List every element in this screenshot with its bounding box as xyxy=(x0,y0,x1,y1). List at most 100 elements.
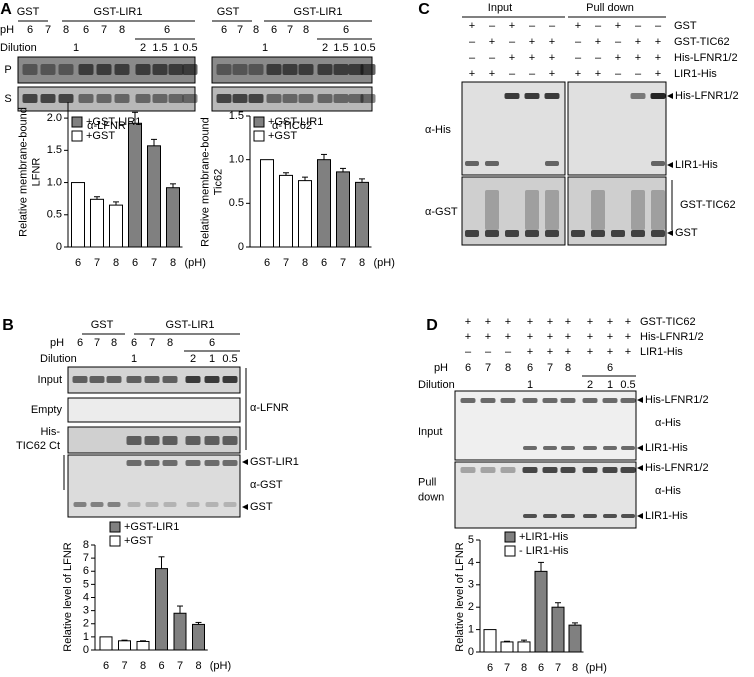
dilution-value: 0.5 xyxy=(620,379,635,391)
antibody-label: α-LFNR xyxy=(87,120,126,132)
arrow xyxy=(667,162,673,168)
dilution-value: 0.5 xyxy=(182,42,197,54)
bar xyxy=(483,629,497,653)
sign: + xyxy=(547,346,553,358)
band xyxy=(545,190,559,230)
sign: + xyxy=(565,331,571,343)
row-label: Input xyxy=(418,426,442,438)
band xyxy=(144,436,160,445)
x-tick-label: 8 xyxy=(170,257,176,269)
band xyxy=(127,502,141,507)
sign: + xyxy=(607,346,613,358)
legend-swatch xyxy=(71,116,83,128)
row-label: LIR1-His xyxy=(640,346,683,358)
sign: + xyxy=(509,52,515,64)
band xyxy=(185,460,201,466)
x-tick-label: 7 xyxy=(555,662,561,674)
y-tick-label: 0 xyxy=(468,646,474,658)
x-axis-label: (pH) xyxy=(185,257,206,269)
x-tick-label: 8 xyxy=(113,257,119,269)
band xyxy=(571,230,585,237)
dilution-label: Dilution xyxy=(40,353,77,365)
y-tick-label: 1 xyxy=(468,624,474,636)
ph-value: 6 xyxy=(164,24,170,36)
y-tick-label: 5 xyxy=(468,534,474,546)
band xyxy=(602,467,618,473)
band xyxy=(162,436,178,445)
sign: + xyxy=(509,20,515,32)
y-tick-label: 6 xyxy=(83,565,89,577)
dilution-value: 0.5 xyxy=(360,42,375,54)
band xyxy=(248,94,264,103)
arrow xyxy=(667,93,673,99)
y-tick-label: 4 xyxy=(468,556,474,568)
sign: + xyxy=(587,316,593,328)
band xyxy=(40,64,56,75)
ph-value: 8 xyxy=(565,362,571,374)
bar xyxy=(355,181,369,248)
sign: + xyxy=(485,316,491,328)
band xyxy=(107,502,121,507)
band xyxy=(126,436,142,445)
band xyxy=(182,64,198,75)
x-tick-label: 7 xyxy=(340,257,346,269)
sign: + xyxy=(655,36,661,48)
dilution-value: 1 xyxy=(209,353,215,365)
y-axis-label: Relative membrane-boundLFNR xyxy=(17,107,42,237)
row-label: His- TIC62 Ct xyxy=(16,426,60,452)
antibody-label: α-His xyxy=(655,485,681,497)
sign: + xyxy=(527,331,533,343)
band xyxy=(204,460,220,466)
band xyxy=(582,398,598,403)
legend-swatch xyxy=(504,531,516,543)
ph-value: 6 xyxy=(465,362,471,374)
band xyxy=(298,94,314,103)
row-label: His-LFNR1/2 xyxy=(640,331,704,343)
group-label: GST xyxy=(91,319,114,331)
row-label: His-LFNR1/2 xyxy=(674,52,738,64)
y-axis-label-line: Tic62 xyxy=(212,169,224,196)
bar xyxy=(500,641,514,653)
ph-value: 7 xyxy=(94,337,100,349)
sign: – xyxy=(465,346,472,358)
y-tick-label: 7 xyxy=(83,552,89,564)
band xyxy=(114,94,130,103)
band xyxy=(465,161,479,166)
row-label: LIR1-His xyxy=(674,68,717,80)
sign: + xyxy=(469,20,475,32)
band xyxy=(591,190,605,230)
band xyxy=(543,514,557,518)
sign: – xyxy=(575,36,582,48)
legend-label: - LIR1-His xyxy=(519,545,569,557)
sign: + xyxy=(549,36,555,48)
sign: + xyxy=(527,316,533,328)
sign: – xyxy=(489,20,496,32)
dilution-value: 1.5 xyxy=(333,42,348,54)
x-tick-label: 7 xyxy=(283,257,289,269)
x-tick-label: 6 xyxy=(132,257,138,269)
x-tick-label: 8 xyxy=(359,257,365,269)
band xyxy=(545,230,559,237)
ph-value: 8 xyxy=(303,24,309,36)
antibody-label: α-GST xyxy=(250,479,283,491)
sign: + xyxy=(655,52,661,64)
y-tick-label: 8 xyxy=(83,539,89,551)
row-label: P xyxy=(4,64,11,76)
band xyxy=(266,94,282,103)
ph-label: pH xyxy=(0,24,14,36)
band xyxy=(504,93,520,99)
band xyxy=(145,502,159,507)
ph-value: 6 xyxy=(77,337,83,349)
band xyxy=(73,502,87,507)
ph-value: 7 xyxy=(45,24,51,36)
antibody-label: α-His xyxy=(425,124,451,136)
legend-label: +LIR1-His xyxy=(519,531,569,543)
ph-value: 6 xyxy=(271,24,277,36)
band xyxy=(144,376,160,383)
group-label: GST-LIR1 xyxy=(294,6,343,18)
x-tick-label: 8 xyxy=(302,257,308,269)
sign: – xyxy=(509,36,516,48)
x-tick-label: 7 xyxy=(504,662,510,674)
band xyxy=(524,93,540,99)
bar xyxy=(128,122,142,248)
